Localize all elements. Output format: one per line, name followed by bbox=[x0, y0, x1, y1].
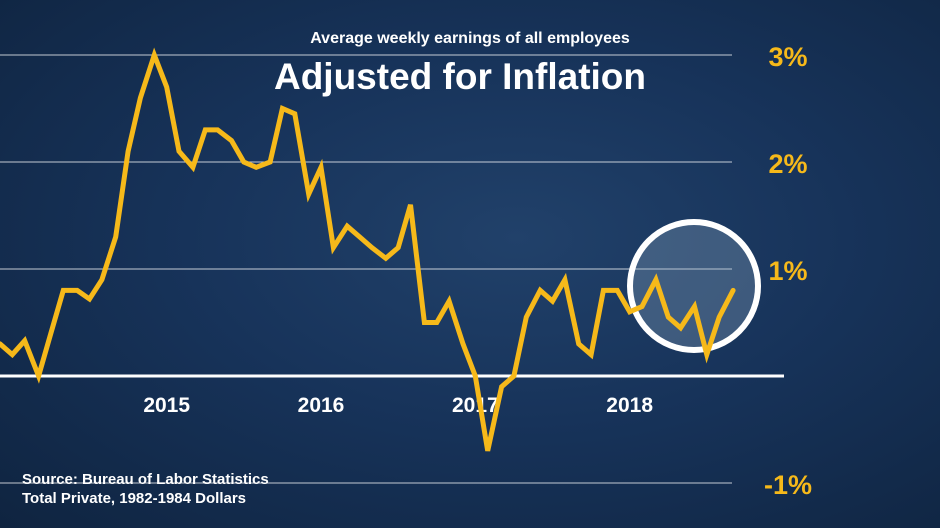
series-lines bbox=[0, 47, 736, 452]
chart-subtitle: Average weekly earnings of all employees bbox=[310, 30, 630, 47]
x-tick-label: 2018 bbox=[606, 394, 653, 417]
series-line-0 bbox=[0, 47, 736, 452]
x-tick-labels: 2015 2016 2017 2018 bbox=[143, 394, 653, 417]
source-line-1: Source: Bureau of Labor Statistics bbox=[22, 471, 269, 488]
gridlines bbox=[0, 54, 732, 484]
source-note: Source: Bureau of Labor Statistics Total… bbox=[22, 470, 269, 508]
highlight-circle-group bbox=[627, 219, 761, 353]
x-tick-label: 2017 bbox=[452, 394, 499, 417]
x-tick-label: 2016 bbox=[298, 394, 345, 417]
x-tick-label: 2015 bbox=[143, 394, 190, 417]
chart-title: Adjusted for Inflation bbox=[273, 56, 647, 97]
y-tick-label: 1% bbox=[768, 256, 807, 286]
source-line-2: Total Private, 1982-1984 Dollars bbox=[22, 490, 247, 507]
y-tick-label: 2% bbox=[768, 149, 807, 179]
y-tick-labels: 3% 2% 1% -1% bbox=[764, 42, 812, 500]
highlight-circle bbox=[627, 219, 761, 353]
y-tick-label: -1% bbox=[764, 470, 812, 500]
y-tick-label: 3% bbox=[768, 42, 807, 72]
